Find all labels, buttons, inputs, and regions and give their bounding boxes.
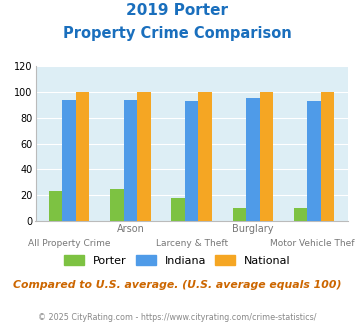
Bar [110,189,124,221]
Bar [76,92,89,221]
Bar [294,208,307,221]
Bar [124,100,137,221]
Text: Motor Vehicle Theft: Motor Vehicle Theft [270,239,355,248]
Bar [49,191,62,221]
Bar [171,198,185,221]
Text: Arson: Arson [116,224,144,234]
Bar [260,92,273,221]
Bar [137,92,151,221]
Text: Larceny & Theft: Larceny & Theft [155,239,228,248]
Text: 2019 Porter: 2019 Porter [126,3,229,18]
Bar [185,101,198,221]
Text: Compared to U.S. average. (U.S. average equals 100): Compared to U.S. average. (U.S. average … [13,280,342,290]
Legend: Porter, Indiana, National: Porter, Indiana, National [61,251,294,269]
Bar [198,92,212,221]
Text: All Property Crime: All Property Crime [28,239,110,248]
Bar [307,101,321,221]
Bar [233,208,246,221]
Bar [246,98,260,221]
Bar [321,92,334,221]
Text: Burglary: Burglary [232,224,274,234]
Text: © 2025 CityRating.com - https://www.cityrating.com/crime-statistics/: © 2025 CityRating.com - https://www.city… [38,314,317,322]
Bar [62,100,76,221]
Text: Property Crime Comparison: Property Crime Comparison [63,26,292,41]
